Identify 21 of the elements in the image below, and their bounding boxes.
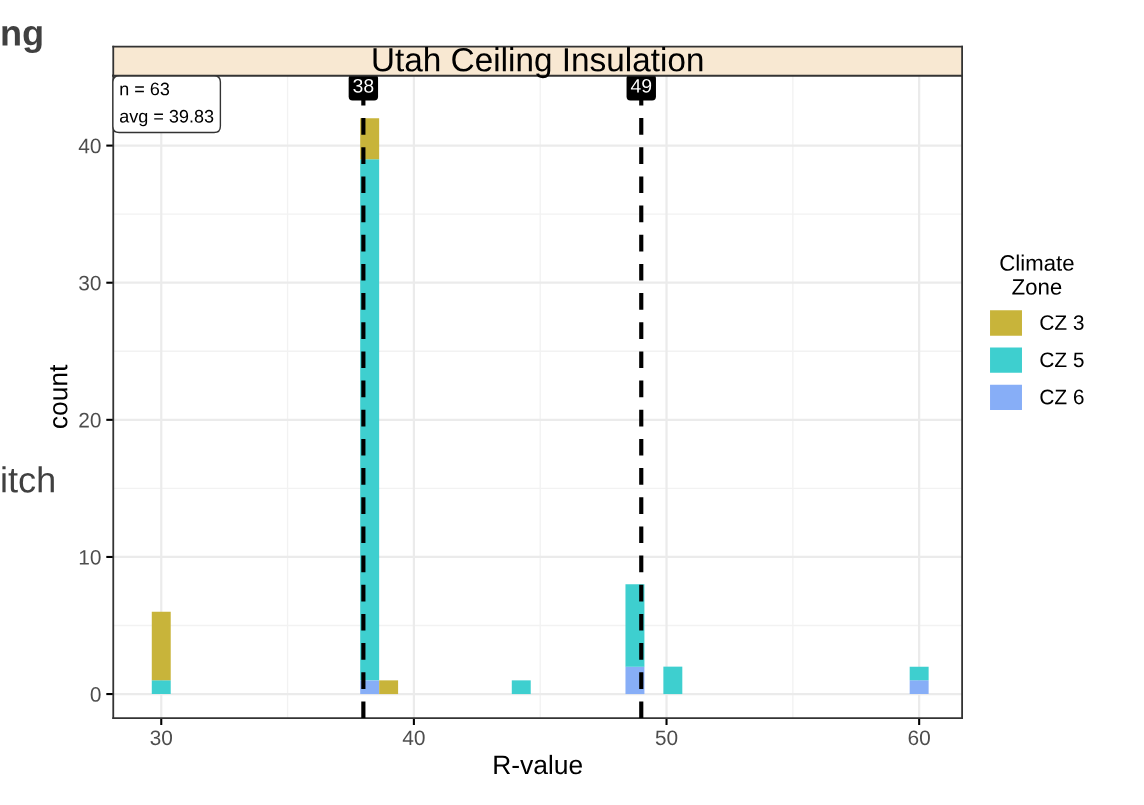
legend-label: CZ 3 — [1040, 315, 1084, 330]
y-axis-title: count — [50, 364, 68, 429]
x-tick-label: 60 — [908, 730, 930, 746]
text: itch — [2, 466, 54, 493]
y-tick-label: 20 — [79, 412, 101, 428]
ref-line-label: 49 — [630, 78, 652, 93]
y-tick-label: 30 — [79, 275, 101, 291]
legend-label: CZ 6 — [1040, 389, 1084, 405]
ref-line-label: 38 — [353, 78, 374, 93]
x-axis-title: R-value — [494, 754, 582, 775]
x-tick-label: 30 — [150, 730, 173, 746]
legend-label: CZ 5 — [1040, 352, 1084, 368]
y-tick-label: 0 — [90, 687, 101, 702]
legend-title: Climate Zone — [1000, 254, 1074, 295]
y-tick-label: 40 — [78, 138, 101, 154]
text: ng — [2, 25, 42, 54]
chart-title: Utah Ceiling Insulation — [373, 47, 703, 79]
x-tick-label: 40 — [402, 730, 425, 746]
x-tick-label: 50 — [655, 730, 678, 746]
annotation: n = 63 avg = 39.83 — [119, 82, 214, 127]
y-tick-label: 10 — [79, 549, 101, 565]
